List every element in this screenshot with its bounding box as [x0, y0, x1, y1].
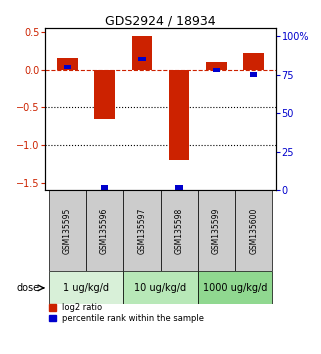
- Bar: [49, 272, 123, 304]
- Bar: [169, 70, 189, 160]
- Bar: [175, 185, 183, 190]
- Bar: [235, 190, 272, 272]
- Title: GDS2924 / 18934: GDS2924 / 18934: [105, 14, 216, 27]
- Bar: [243, 53, 264, 70]
- Text: GSM135600: GSM135600: [249, 208, 258, 254]
- Text: GSM135598: GSM135598: [175, 208, 184, 254]
- Bar: [198, 190, 235, 272]
- Text: GSM135595: GSM135595: [63, 208, 72, 254]
- Text: 1000 ug/kg/d: 1000 ug/kg/d: [203, 283, 267, 293]
- Bar: [138, 57, 146, 62]
- Text: GSM135596: GSM135596: [100, 208, 109, 254]
- Bar: [132, 36, 152, 70]
- Bar: [160, 190, 198, 272]
- Bar: [123, 272, 198, 304]
- Bar: [49, 190, 86, 272]
- Bar: [250, 72, 257, 77]
- Bar: [94, 70, 115, 119]
- Bar: [198, 272, 272, 304]
- Bar: [123, 190, 160, 272]
- Bar: [213, 68, 220, 72]
- Text: GSM135597: GSM135597: [137, 208, 146, 254]
- Bar: [86, 190, 123, 272]
- Text: 1 ug/kg/d: 1 ug/kg/d: [63, 283, 109, 293]
- Bar: [101, 185, 108, 190]
- Text: dose: dose: [16, 283, 39, 293]
- Bar: [64, 65, 71, 69]
- Bar: [57, 58, 78, 70]
- Text: GSM135599: GSM135599: [212, 208, 221, 254]
- Bar: [206, 62, 227, 70]
- Legend: log2 ratio, percentile rank within the sample: log2 ratio, percentile rank within the s…: [49, 303, 204, 323]
- Text: 10 ug/kg/d: 10 ug/kg/d: [134, 283, 187, 293]
